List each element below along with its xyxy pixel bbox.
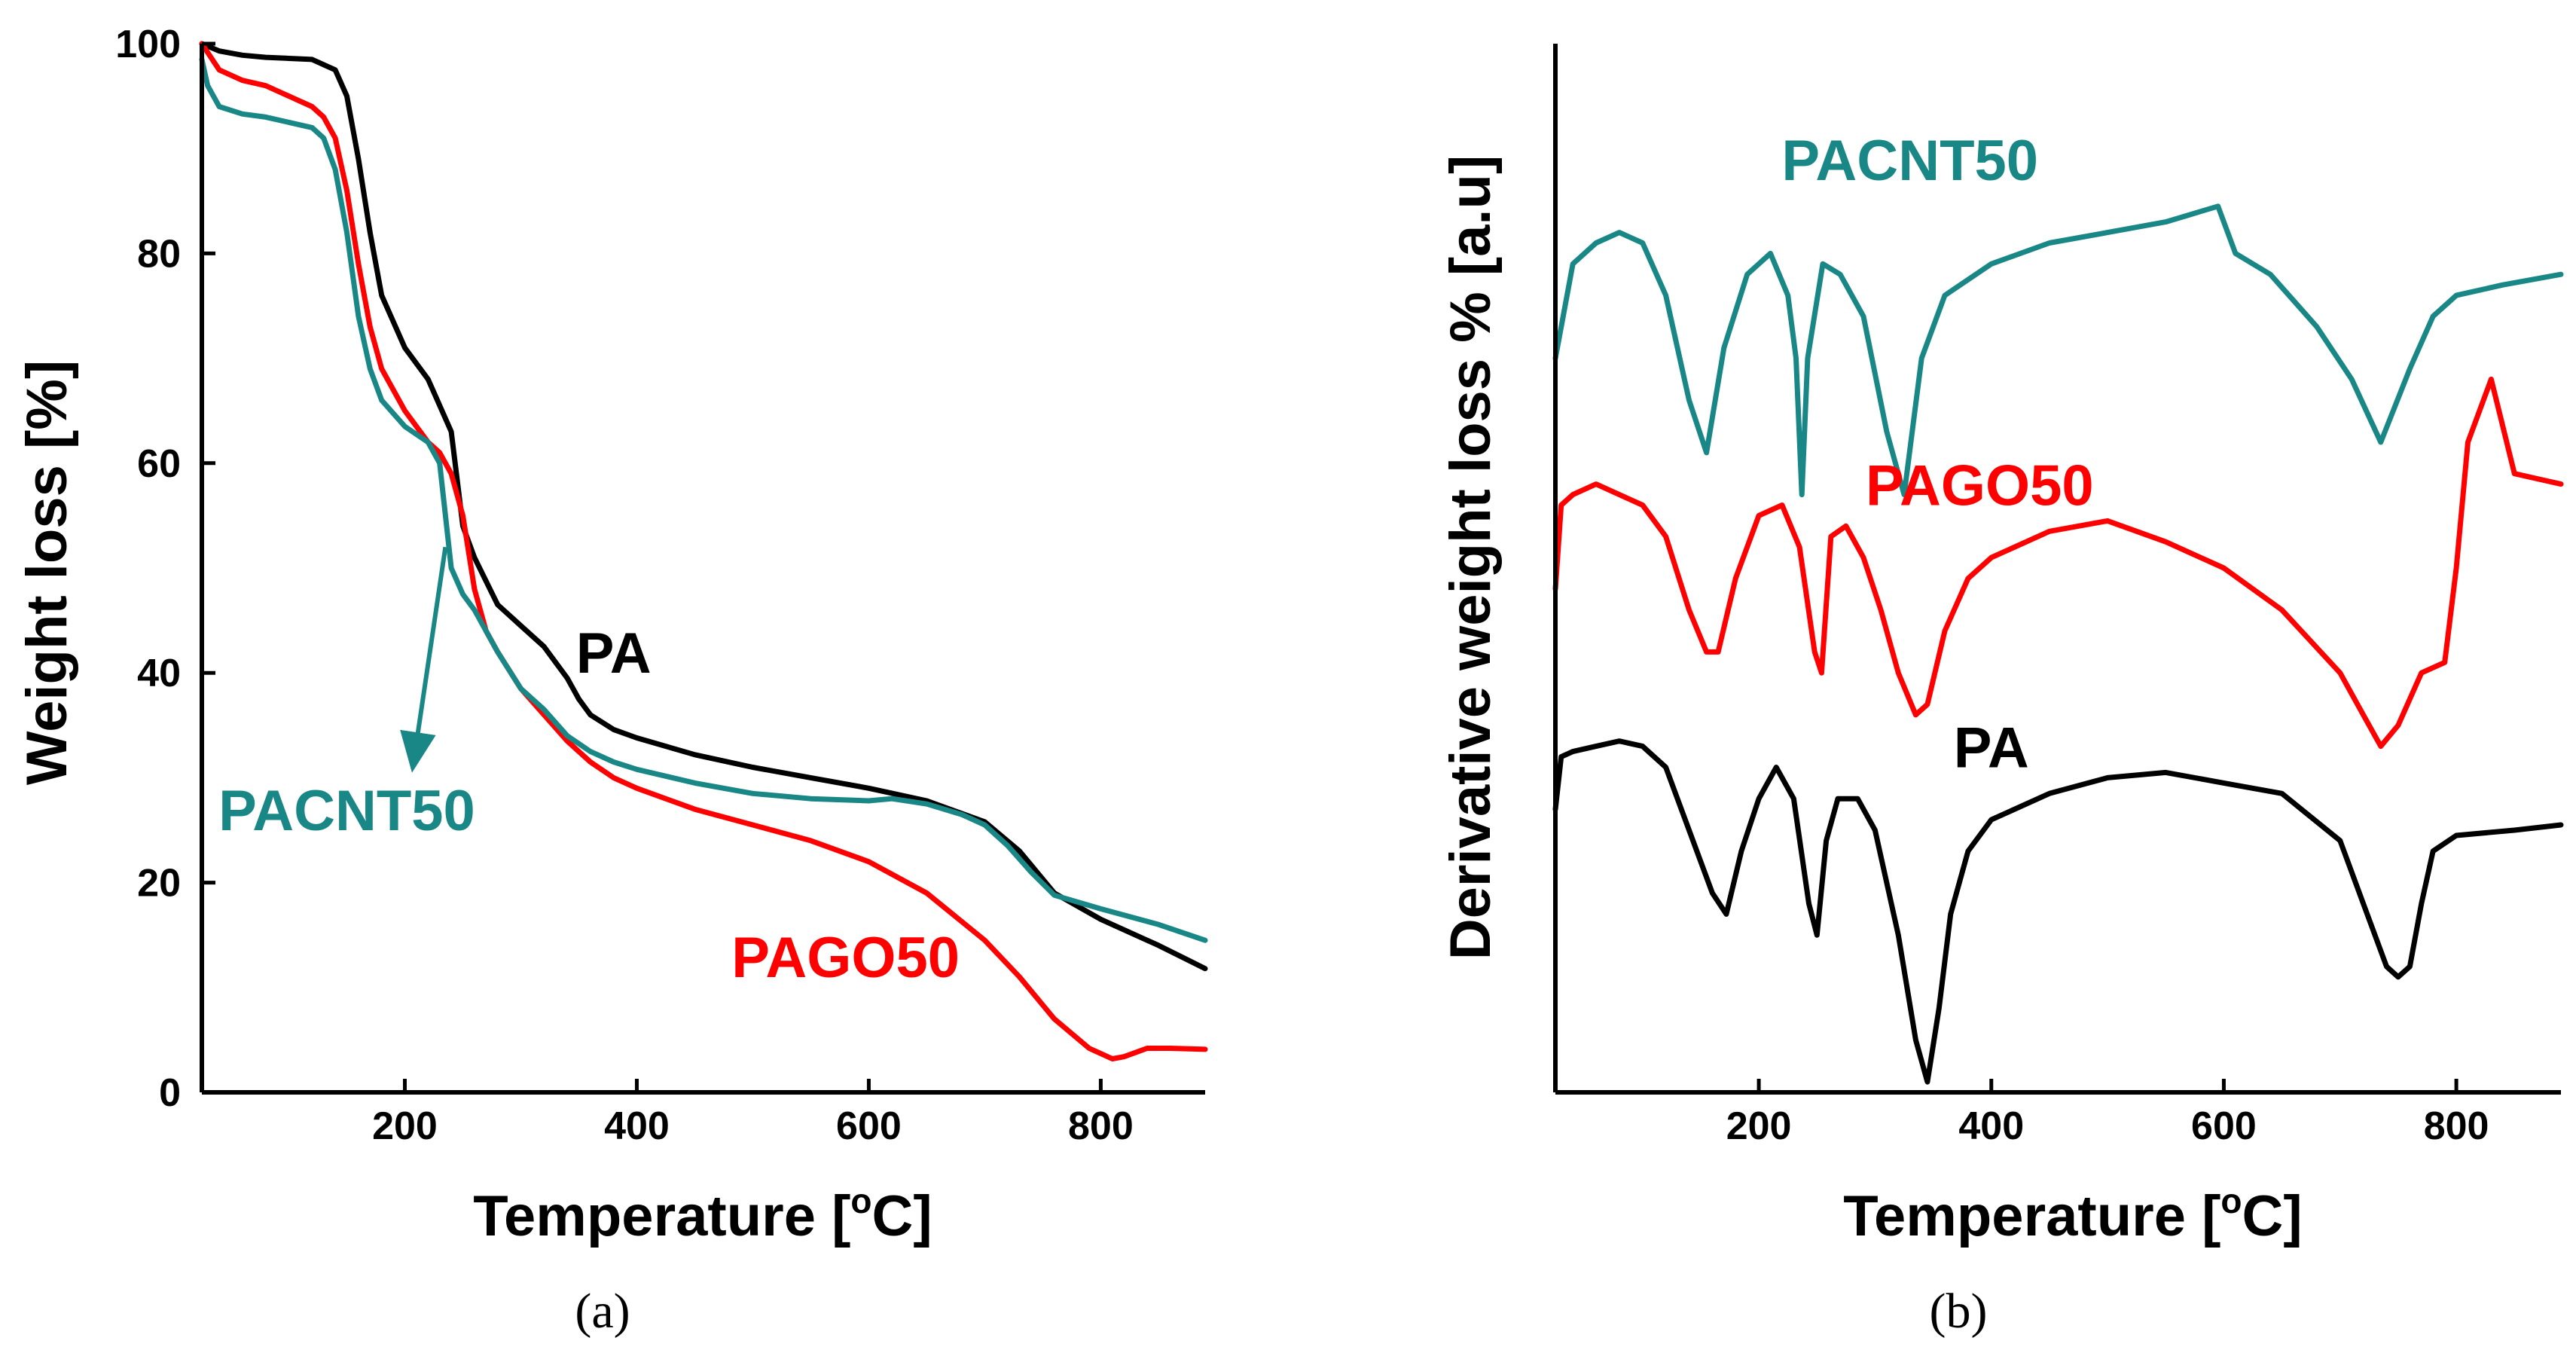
x-tick-label-a-800: 800 xyxy=(1068,1104,1134,1148)
y-tick-label-a-100: 100 xyxy=(115,23,181,66)
series-label-pago50-b: PAGO50 xyxy=(1866,454,2094,518)
y-tick-label-a-20: 20 xyxy=(137,862,181,906)
series-line-pacnt50-b xyxy=(1552,203,2564,498)
series-label-pa-b: PA xyxy=(1954,716,2029,780)
x-axis-title-b: Temperature [oC] xyxy=(1843,1181,2302,1248)
x-tick-label-a-400: 400 xyxy=(604,1104,670,1148)
series-line-pacnt50-a xyxy=(199,57,1208,943)
axes-b: 200 400 600 800 xyxy=(1553,44,2561,1148)
y-axis-title-b: Derivative weight loss % [a.u] xyxy=(1439,155,1503,961)
x-tick-label-b-400: 400 xyxy=(1958,1104,2024,1148)
chart-panel-a: PA PACNT50 PAGO50 200 400 600 800 0 20 40 60 80 100… xyxy=(15,23,1208,1339)
plot-area-a xyxy=(199,41,1208,1061)
annotations-a: PA PACNT50 PAGO50 xyxy=(218,546,960,990)
y-axis-title-a: Weight loss [%] xyxy=(15,360,79,785)
y-tick-label-a-60: 60 xyxy=(137,442,181,486)
x-tick-label-a-600: 600 xyxy=(836,1104,902,1148)
chart-panel-b: PACNT50 PAGO50 PA 200 400 600 800 Temperature… xyxy=(1439,44,2564,1339)
annotation-arrow-pacnt50-a xyxy=(400,546,448,773)
y-tick-label-a-0: 0 xyxy=(159,1071,181,1115)
x-tick-label-a-200: 200 xyxy=(372,1104,438,1148)
y-tick-label-a-40: 40 xyxy=(137,652,181,695)
series-line-pago50-a xyxy=(199,41,1208,1061)
x-tick-label-b-200: 200 xyxy=(1726,1104,1792,1148)
x-axis-title-a: Temperature [oC] xyxy=(473,1181,932,1248)
annotations-b: PACNT50 PAGO50 PA xyxy=(1781,129,2093,780)
x-tick-label-b-600: 600 xyxy=(2191,1104,2257,1148)
series-line-pago50-b xyxy=(1552,376,2564,750)
x-tick-label-b-800: 800 xyxy=(2424,1104,2489,1148)
series-label-pa-a: PA xyxy=(576,622,652,686)
panel-label-b: (b) xyxy=(1930,1284,1988,1339)
y-tick-label-a-80: 80 xyxy=(137,232,181,276)
series-line-pa-b xyxy=(1552,738,2564,1085)
panel-label-a: (a) xyxy=(575,1284,630,1339)
axes-a: 200 400 600 800 0 20 40 60 80 100 xyxy=(115,23,1205,1148)
series-label-pago50-a: PAGO50 xyxy=(731,926,960,990)
series-label-pacnt50-b: PACNT50 xyxy=(1781,129,2038,193)
plot-area-b xyxy=(1552,203,2564,1085)
series-label-pacnt50-a: PACNT50 xyxy=(218,779,475,843)
